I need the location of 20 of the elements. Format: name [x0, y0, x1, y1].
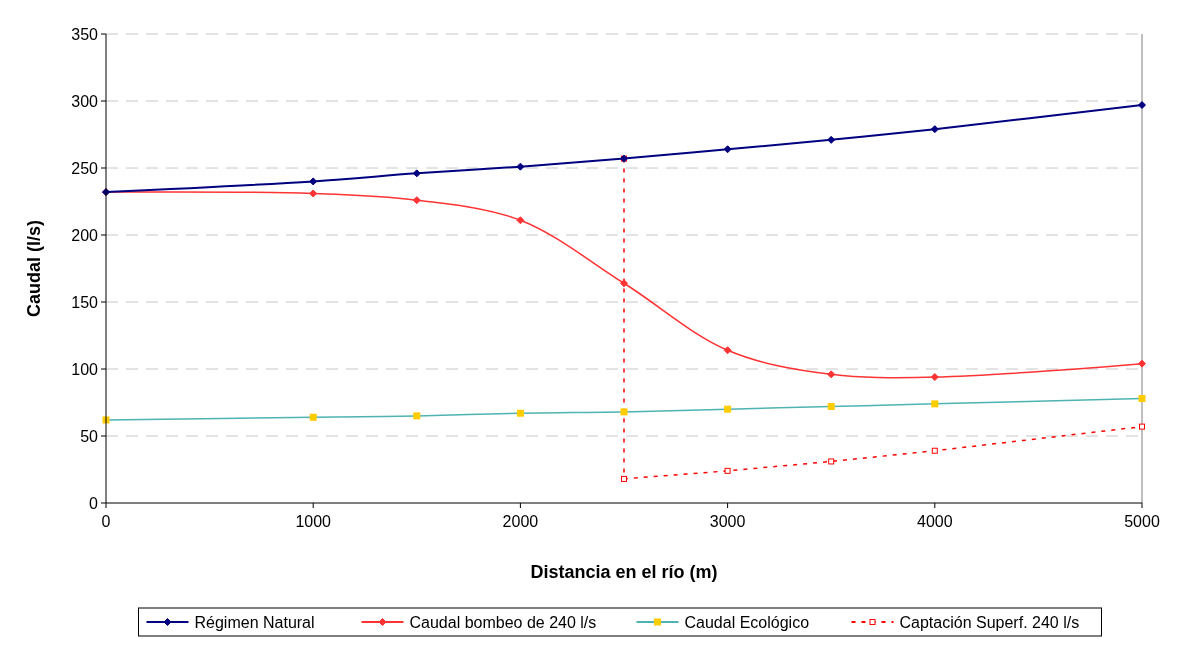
legend-label: Caudal bombeo de 240 l/s [409, 613, 597, 631]
y-tick-label: 0 [89, 494, 99, 512]
y-tick-label: 150 [71, 293, 99, 311]
y-tick-label: 250 [71, 159, 99, 177]
y-tick-label: 300 [71, 92, 99, 110]
x-tick-label: 3000 [709, 513, 746, 530]
legend-label: Caudal Ecológico [684, 613, 810, 631]
y-tick-label: 200 [71, 226, 99, 244]
x-tick-label: 2000 [502, 513, 539, 530]
y-tick-label: 350 [71, 25, 99, 43]
x-axis-title: Distancia en el río (m) [530, 562, 718, 582]
y-tick-label: 50 [80, 427, 99, 445]
y-tick-label: 100 [71, 360, 99, 378]
legend-label: Captación Superf. 240 l/s [899, 613, 1080, 631]
x-tick-label: 4000 [917, 513, 953, 530]
x-tick-label: 0 [101, 513, 111, 530]
x-tick-label: 1000 [295, 513, 332, 530]
x-tick-label: 5000 [1124, 513, 1160, 530]
legend-label: Régimen Natural [194, 613, 315, 631]
y-axis-title: Caudal (l/s) [24, 219, 44, 318]
